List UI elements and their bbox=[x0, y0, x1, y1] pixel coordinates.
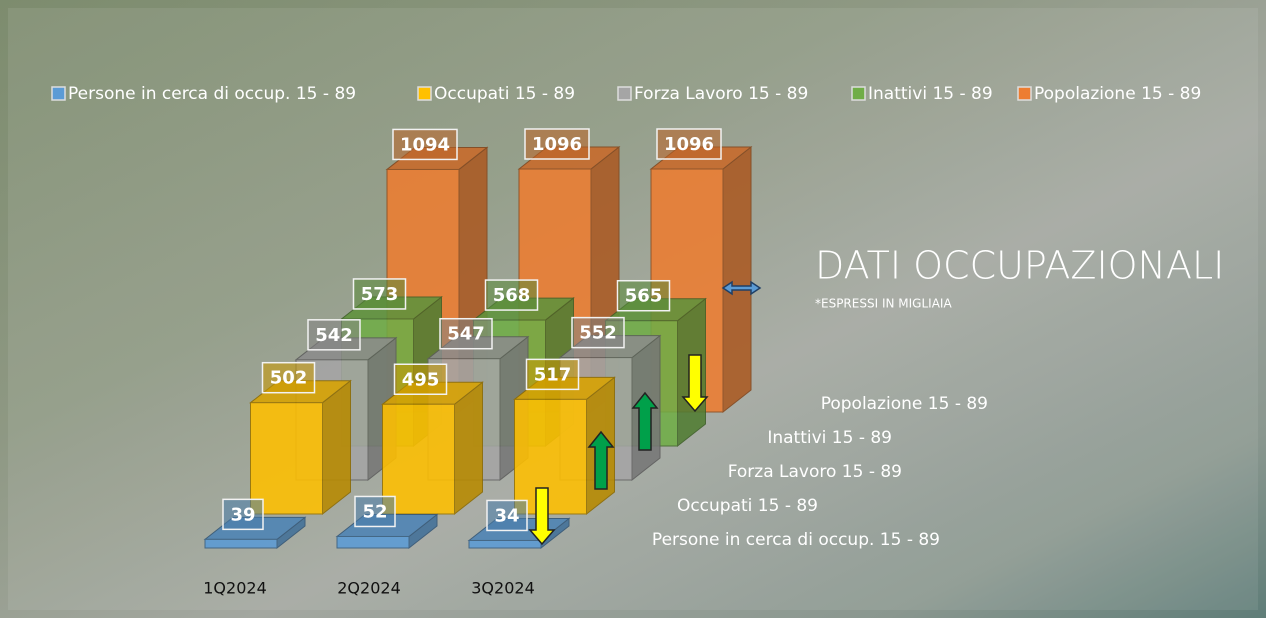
legend-swatch bbox=[51, 86, 66, 101]
data-label-box bbox=[484, 279, 539, 311]
data-label-box bbox=[222, 498, 264, 531]
legend-label: Persone in cerca di occup. 15 - 89 bbox=[68, 84, 356, 104]
data-label-box bbox=[616, 279, 671, 312]
bar-front bbox=[514, 398, 587, 515]
arrow bbox=[528, 487, 556, 546]
depth-axis-label: Inattivi 15 - 89 bbox=[767, 428, 892, 448]
arrows bbox=[528, 280, 762, 546]
legend-swatch bbox=[851, 86, 866, 101]
bar-front bbox=[250, 402, 323, 515]
x-tick-label: 1Q2024 bbox=[203, 579, 267, 598]
depth-axis-label: Popolazione 15 - 89 bbox=[821, 394, 988, 414]
bar-front bbox=[336, 535, 410, 549]
data-label-box bbox=[392, 128, 458, 161]
data-label: 552 bbox=[579, 323, 617, 344]
depth-axis-label: Forza Lavoro 15 - 89 bbox=[728, 462, 902, 482]
arrow bbox=[721, 280, 762, 296]
data-label-box bbox=[439, 317, 493, 350]
data-label-box bbox=[352, 278, 407, 310]
bar bbox=[249, 379, 352, 516]
data-label: 573 bbox=[361, 284, 399, 305]
data-label: 502 bbox=[270, 368, 308, 389]
arrow bbox=[631, 391, 659, 451]
bar-side bbox=[322, 379, 351, 516]
legend-swatch bbox=[1017, 86, 1032, 101]
bar-front bbox=[468, 539, 542, 549]
data-label-box bbox=[307, 319, 361, 351]
bar-front bbox=[204, 538, 278, 549]
data-label: 52 bbox=[362, 501, 387, 522]
arrow bbox=[587, 430, 615, 490]
data-label: 34 bbox=[494, 505, 519, 526]
data-label: 1094 bbox=[400, 134, 450, 155]
data-label: 1096 bbox=[664, 134, 714, 155]
x-tick-label: 3Q2024 bbox=[471, 579, 535, 598]
data-label-box bbox=[571, 316, 625, 349]
data-label-box bbox=[524, 128, 590, 160]
data-label: 495 bbox=[402, 369, 440, 390]
data-label: 565 bbox=[625, 286, 663, 307]
bar bbox=[381, 381, 484, 516]
bar-front bbox=[382, 403, 455, 515]
chart-subtitle: *ESPRESSI IN MIGLIAIA bbox=[815, 297, 952, 311]
legend-label: Inattivi 15 - 89 bbox=[868, 84, 993, 104]
legend-label: Popolazione 15 - 89 bbox=[1034, 84, 1201, 104]
bar-side bbox=[722, 145, 752, 414]
data-label-box bbox=[486, 499, 528, 532]
bar-side bbox=[454, 381, 483, 516]
depth-axis-label: Persone in cerca di occup. 15 - 89 bbox=[652, 530, 940, 550]
arrow bbox=[681, 354, 709, 413]
legend-label: Occupati 15 - 89 bbox=[434, 84, 575, 104]
data-label-box bbox=[393, 363, 448, 396]
legend-swatch bbox=[617, 86, 632, 101]
data-label-box bbox=[656, 128, 722, 160]
legend-label: Forza Lavoro 15 - 89 bbox=[634, 84, 808, 104]
data-label: 547 bbox=[447, 324, 485, 345]
data-label-box bbox=[525, 358, 580, 391]
data-label: 1096 bbox=[532, 134, 582, 155]
data-label-box bbox=[261, 361, 316, 394]
data-label: 568 bbox=[493, 285, 531, 306]
data-label: 39 bbox=[230, 504, 255, 525]
depth-axis-label: Occupati 15 - 89 bbox=[677, 496, 818, 516]
data-label-box bbox=[354, 495, 396, 528]
data-label: 517 bbox=[534, 364, 572, 385]
x-tick-label: 2Q2024 bbox=[337, 579, 401, 598]
legend-swatch bbox=[417, 86, 432, 101]
data-label: 542 bbox=[315, 325, 353, 346]
chart-title: DATI OCCUPAZIONALI bbox=[815, 244, 1224, 288]
